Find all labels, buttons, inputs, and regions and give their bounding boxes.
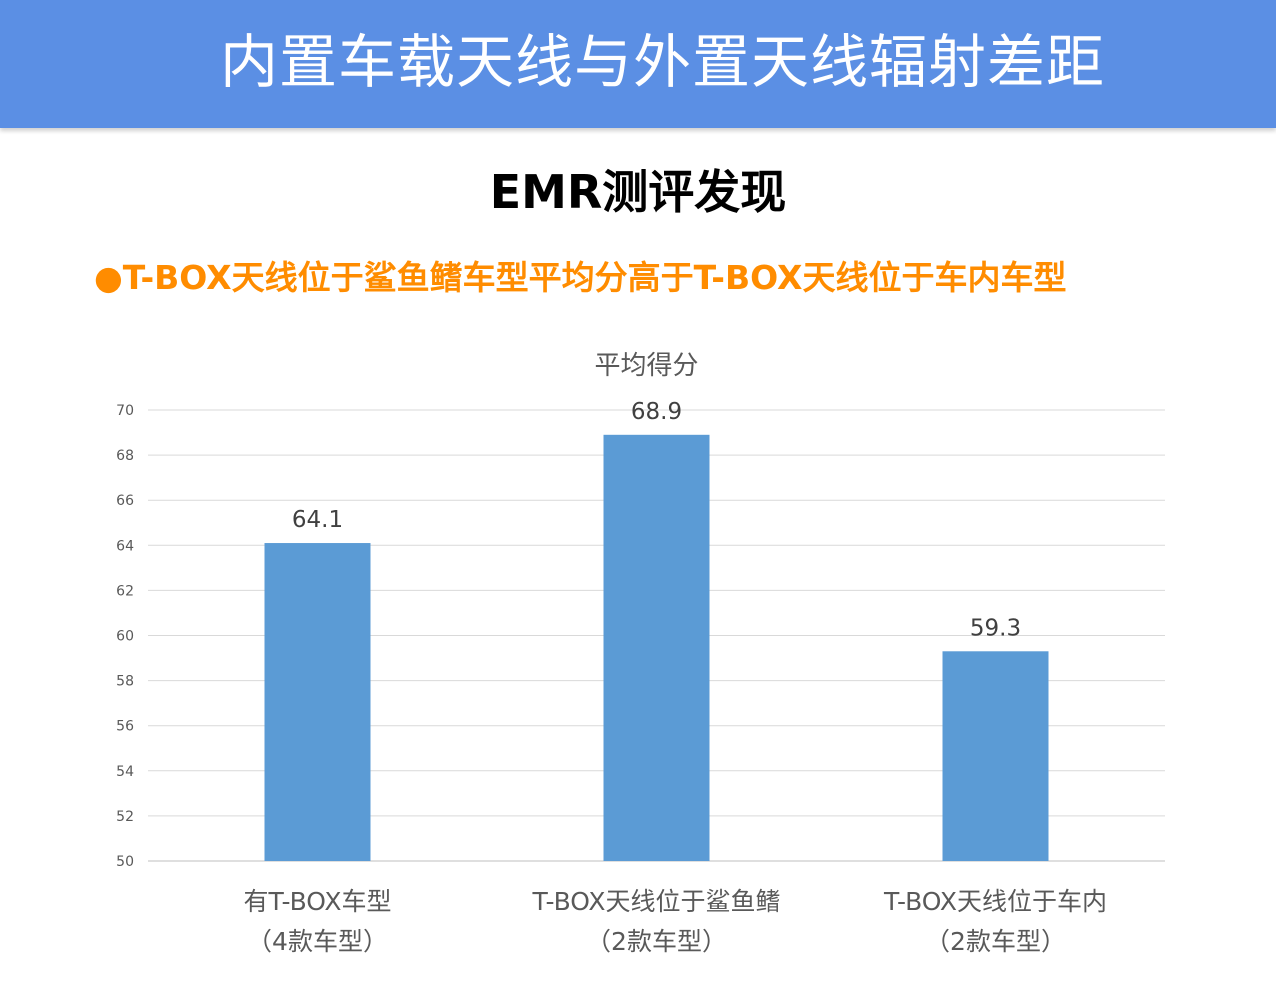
y-tick-label: 60 — [116, 629, 134, 645]
y-tick-label: 56 — [116, 719, 134, 735]
bar — [264, 543, 371, 861]
data-label: 59.3 — [970, 615, 1021, 641]
bar-chart: 平均得分 50 52 54 56 58 60 62 64 66 68 70 64.1 有T-BOX车型 （4… — [116, 351, 1165, 956]
data-label: 68.9 — [631, 399, 682, 425]
finding-text: T-BOX天线位于鲨鱼鳍车型平均分高于T-BOX天线位于车内车型 — [122, 258, 1067, 297]
x-tick-label: （2款车型） — [925, 927, 1066, 956]
y-tick-label: 64 — [116, 538, 134, 554]
bar — [603, 434, 710, 861]
data-label: 64.1 — [292, 507, 343, 533]
y-tick-label: 58 — [116, 674, 134, 690]
bar — [942, 651, 1049, 861]
header-bar: 内置车载天线与外置天线辐射差距 — [0, 0, 1276, 128]
x-tick-label: （4款车型） — [247, 927, 388, 956]
finding-line: ●T-BOX天线位于鲨鱼鳍车型平均分高于T-BOX天线位于车内车型 — [94, 252, 1214, 304]
bullet-icon: ● — [94, 258, 123, 297]
y-tick-label: 68 — [116, 448, 134, 464]
y-tick-label: 62 — [116, 583, 134, 599]
y-tick-label: 52 — [116, 809, 134, 825]
chart-title: 平均得分 — [594, 351, 698, 381]
section-title: EMR测评发现 — [489, 165, 787, 219]
x-tick-label: （2款车型） — [586, 927, 727, 956]
x-tick-label: T-BOX天线位于车内 — [883, 887, 1107, 916]
page-title: 内置车载天线与外置天线辐射差距 — [220, 28, 1106, 96]
y-tick-label: 54 — [116, 764, 134, 780]
x-tick-label: 有T-BOX车型 — [243, 887, 391, 916]
x-tick-label: T-BOX天线位于鲨鱼鳍 — [531, 887, 780, 916]
y-tick-label: 50 — [116, 854, 134, 870]
y-tick-label: 66 — [116, 493, 134, 509]
y-tick-label: 70 — [116, 403, 134, 419]
